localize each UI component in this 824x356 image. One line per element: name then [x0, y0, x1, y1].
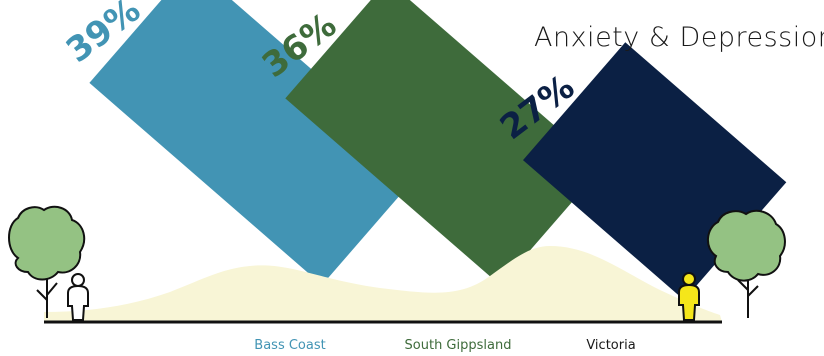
person-left-icon — [67, 273, 89, 321]
chart-title: Anxiety & Depression — [534, 22, 824, 53]
bar-bass-coast — [89, 0, 425, 285]
category-label-bass-coast: Bass Coast — [254, 338, 326, 353]
person-right-icon — [678, 272, 700, 321]
tree-left-icon — [8, 205, 86, 318]
tree-right-icon — [707, 209, 786, 318]
category-label-victoria: Victoria — [586, 338, 636, 353]
hill-decoration — [44, 246, 722, 322]
bar-south-gippsland — [285, 0, 603, 285]
category-label-south-gippsland: South Gippsland — [404, 338, 512, 353]
